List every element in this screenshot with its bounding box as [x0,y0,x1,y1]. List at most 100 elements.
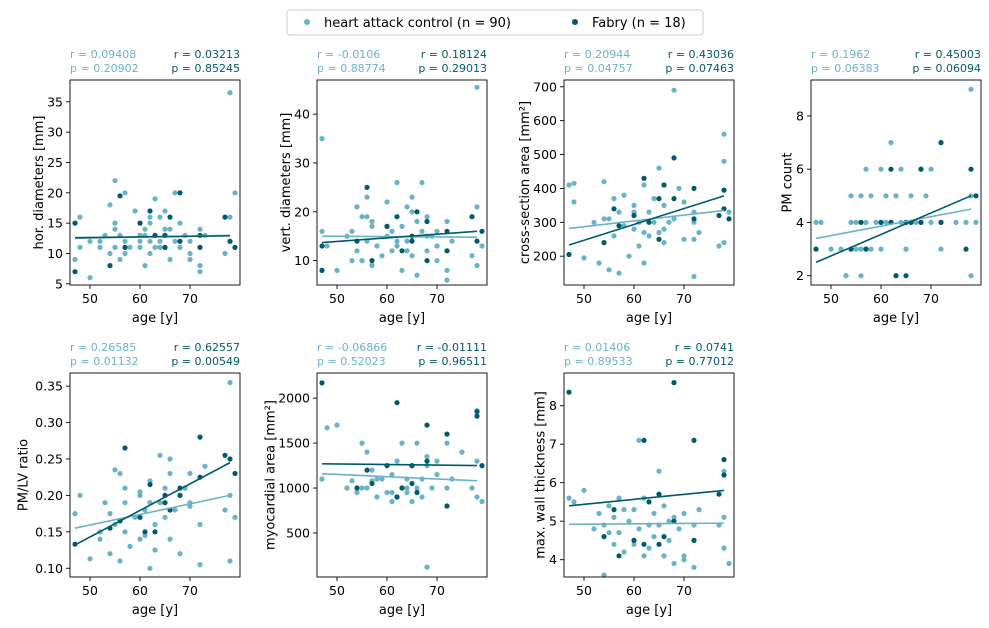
control-point [122,250,128,257]
control-point [364,194,370,200]
control-point [813,219,819,225]
control-trend-line [568,209,725,230]
fabry-r-value: r = 0.18124 [421,48,487,61]
control-point [828,246,834,252]
control-p-value: p = 0.04757 [564,62,633,75]
control-point [152,196,158,202]
fabry-point [72,269,78,275]
control-point [963,219,969,225]
control-point [142,532,148,539]
control-point [681,199,687,205]
control-point [434,228,440,234]
control-point [479,243,485,249]
control-point [726,209,732,215]
fabry-trend-line [321,230,478,244]
y-tick-label: 8 [796,108,804,123]
fabry-point [369,258,375,264]
control-point [157,452,163,458]
control-point [721,158,727,164]
fabry-point [646,499,652,505]
control-point [177,551,183,557]
fabry-point [656,491,662,497]
x-tick-label: 50 [329,291,345,306]
control-point [374,494,380,500]
control-point [394,238,400,244]
plot-frame [69,372,241,578]
control-point [107,202,113,208]
fabry-trend-line [815,195,972,264]
control-point [102,500,108,506]
y-tick-label: 600 [533,113,557,128]
x-tick-label: 70 [676,583,692,598]
control-trend-line [321,472,478,482]
control-point [893,193,899,199]
control-point [631,226,637,232]
fabry-point [671,380,677,386]
y-axis-label: max. wall thickness [mm] [533,391,548,559]
control-point [444,440,450,446]
control-point [938,246,944,252]
y-axis-label: vert. diameters [mm] [279,113,294,253]
plot-frame [69,79,241,286]
control-p-value: p = 0.01132 [70,355,139,368]
control-point [404,204,410,210]
fabry-point [222,452,228,458]
control-point [621,192,627,198]
legend-marker-1 [572,19,578,25]
control-point [122,485,128,491]
control-point [77,244,83,250]
control-point [107,510,113,517]
control-point [374,243,380,249]
control-point [404,248,410,254]
control-point [369,262,375,269]
plot-frame [316,79,488,286]
control-point [127,244,133,250]
y-tick-label: 30 [294,155,310,170]
control-point [87,275,93,281]
control-trend-line [74,494,231,529]
control-point [364,485,370,491]
y-axis-label: PM count [780,153,795,213]
control-point [646,233,652,239]
control-point [404,238,410,244]
fabry-point [197,244,203,250]
control-point [651,510,657,517]
control-point [409,498,415,505]
control-point [354,204,360,210]
control-point [419,228,425,234]
control-point [117,470,123,477]
fabry-point [319,243,325,249]
legend: heart attack control (n = 90) Fabry (n = … [286,9,704,36]
x-tick-label: 60 [132,583,148,598]
fabry-point [656,541,662,547]
plot-frame [810,79,982,286]
x-tick-label: 50 [82,291,98,306]
x-tick-label: 60 [873,291,889,306]
control-point [112,244,118,250]
control-point [197,269,203,275]
fabry-point [424,258,430,264]
control-r-value: r = 0.20944 [564,48,630,61]
fabry-point [858,219,864,225]
control-point [359,214,365,220]
control-point [167,470,173,477]
fabry-point [721,187,727,193]
y-tick-label: 200 [533,249,557,264]
fabry-point [162,244,168,250]
control-point [469,253,475,259]
control-point [162,208,168,214]
fabry-point [918,166,924,172]
control-point [389,489,395,496]
control-point [419,494,425,500]
control-point [137,536,143,542]
fabry-point [566,389,572,395]
y-tick-label: 0.25 [35,451,63,466]
fabry-point [137,514,143,520]
fabry-point [646,219,652,225]
control-point [666,537,672,544]
x-tick-label: 60 [626,583,642,598]
fabry-point [177,492,183,498]
control-point [621,549,627,555]
